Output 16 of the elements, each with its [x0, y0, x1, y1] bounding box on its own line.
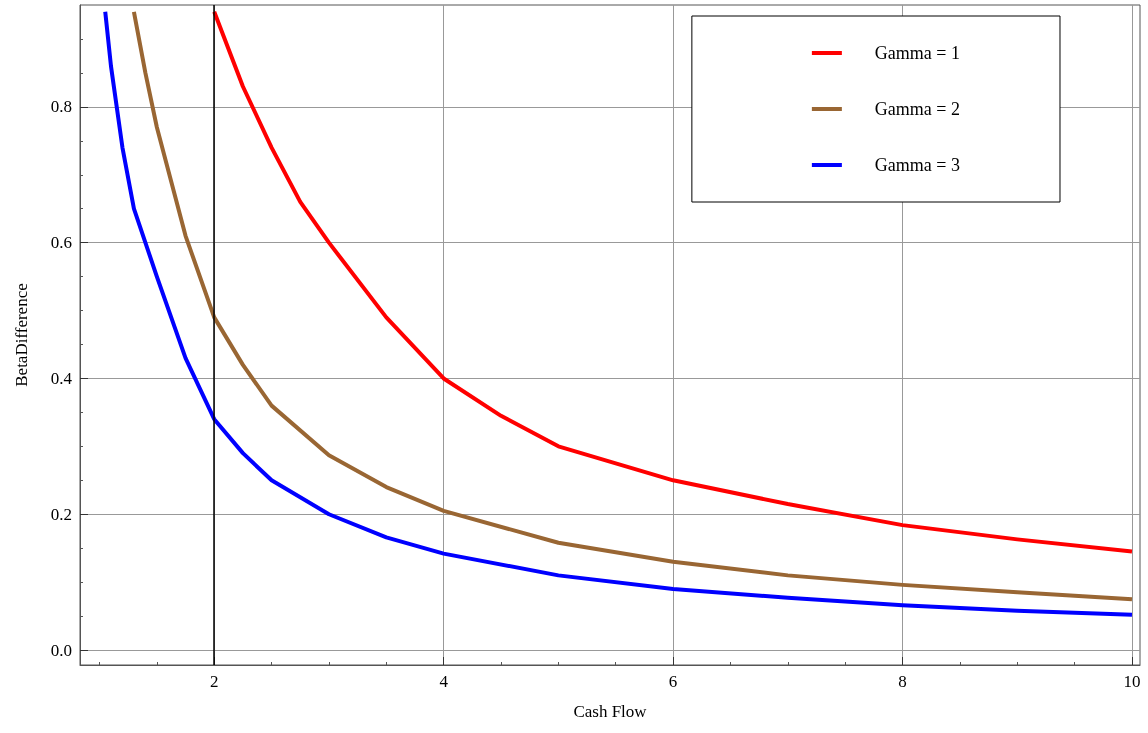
line-series — [212, 9, 1134, 554]
x-tick-label: 10 — [1123, 672, 1141, 691]
x-tick-label: 4 — [439, 672, 449, 691]
y-tick-label: 0.2 — [50, 504, 72, 524]
x-tick-label: 6 — [668, 672, 678, 691]
x-axis-title: Cash Flow — [573, 702, 648, 721]
y-tick-label: 0.6 — [50, 233, 72, 253]
y-tick-label: 0.0 — [50, 640, 72, 660]
legend-label: Gamma = 3 — [874, 155, 961, 175]
y-axis-title: BetaDifference — [12, 283, 31, 387]
y-tick-label: 0.8 — [50, 97, 72, 117]
y-tick-label: 0.4 — [50, 368, 73, 388]
legend-label: Gamma = 1 — [874, 43, 961, 63]
x-tick-label: 2 — [209, 672, 219, 691]
x-tick-label: 8 — [898, 672, 907, 691]
legend-label: Gamma = 2 — [874, 99, 961, 119]
